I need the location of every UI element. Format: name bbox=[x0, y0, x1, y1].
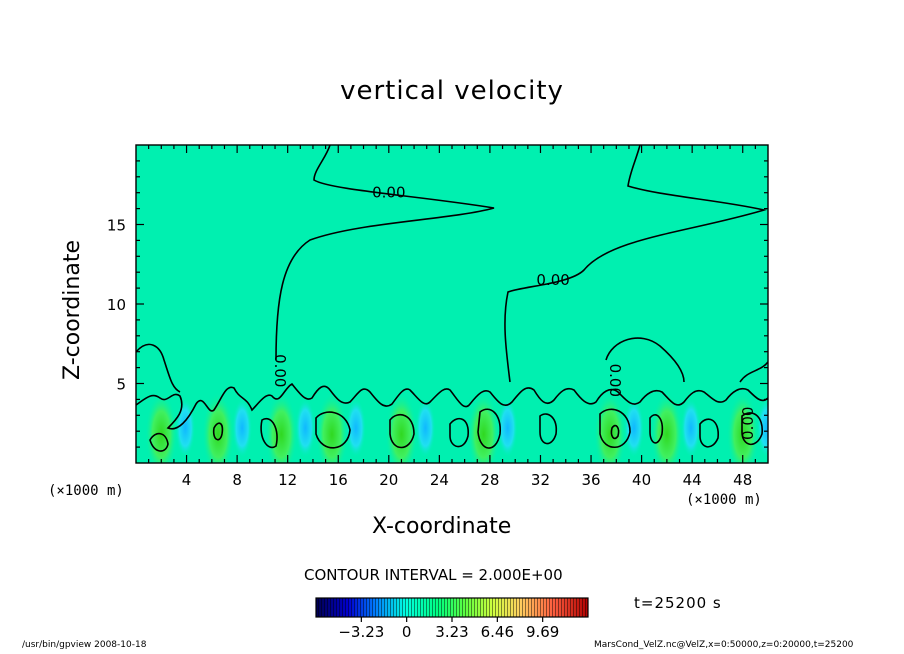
contour-closed-8 bbox=[539, 413, 558, 445]
x-tick-label: 28 bbox=[480, 471, 499, 489]
x-tick-label: 16 bbox=[329, 471, 348, 489]
contour-line-mid-right bbox=[605, 337, 685, 383]
y-axis-label-text: Z-coordinate bbox=[60, 240, 85, 380]
y-tick-label: 5 bbox=[116, 376, 126, 394]
x-tick-label: 36 bbox=[581, 471, 600, 489]
contour-closed-11 bbox=[649, 414, 664, 444]
colorbar-tick-label: 3.23 bbox=[435, 623, 468, 641]
time-label: t=25200 s bbox=[634, 594, 722, 612]
contour-line-right-edge bbox=[739, 361, 768, 383]
downdraft-cell bbox=[232, 398, 253, 459]
colorbar-tick-label: 9.69 bbox=[526, 623, 559, 641]
contour-label: 0.00 bbox=[271, 354, 289, 387]
contour-label: 0.00 bbox=[606, 364, 624, 397]
contour-closed-3 bbox=[260, 417, 278, 449]
contour-closed-12 bbox=[699, 418, 719, 448]
x-tick-label: 44 bbox=[683, 471, 702, 489]
contour-closed-5 bbox=[389, 413, 415, 449]
contour-line-upper-left bbox=[275, 145, 495, 361]
contour-lines bbox=[136, 145, 768, 452]
contour-interval-label: CONTOUR INTERVAL = 2.000E+00 bbox=[304, 566, 563, 584]
x-tick-label: 32 bbox=[531, 471, 550, 489]
y-tick-label: 10 bbox=[107, 296, 126, 314]
contour-closed-4 bbox=[315, 411, 351, 449]
updraft-cell bbox=[467, 392, 500, 463]
downdraft-cell bbox=[295, 398, 316, 459]
downdraft-cell bbox=[756, 398, 768, 459]
contour-closed-10 bbox=[610, 424, 620, 440]
colorbar-stripes bbox=[316, 598, 588, 617]
contour-line-left-edge bbox=[136, 343, 181, 393]
contour-line-upper-right bbox=[504, 145, 768, 383]
x-axis-unit-left: (×1000 m) bbox=[48, 483, 124, 499]
x-tick-label: 48 bbox=[733, 471, 752, 489]
updraft-cell bbox=[145, 392, 178, 463]
contour-label: 0.00 bbox=[739, 407, 757, 440]
x-tick-label: 40 bbox=[632, 471, 651, 489]
colorbar-tick-label: 6.46 bbox=[481, 623, 514, 641]
updraft-cell bbox=[385, 392, 418, 463]
x-axis-label: X-coordinate bbox=[372, 514, 512, 539]
footer-command: /usr/bin/gpview 2008-10-18 bbox=[22, 640, 147, 650]
downdraft-cell bbox=[175, 398, 196, 459]
contour-line-boundary bbox=[136, 382, 768, 430]
updraft-cell bbox=[265, 392, 298, 463]
downdraft-cell bbox=[624, 398, 644, 459]
chart-title: vertical velocity bbox=[340, 76, 564, 106]
x-axis-unit-right: (×1000 m) bbox=[686, 492, 762, 508]
contour-label: 0.00 bbox=[372, 183, 405, 201]
x-tick-label: 8 bbox=[232, 471, 242, 489]
downdraft-cell bbox=[497, 398, 518, 459]
y-tick-label: 15 bbox=[107, 217, 126, 235]
colorbar-tick-label: −3.23 bbox=[338, 623, 384, 641]
x-tick-label: 4 bbox=[182, 471, 192, 489]
contour-closed-13 bbox=[741, 412, 763, 446]
downdraft-cell bbox=[345, 398, 366, 459]
contour-closed-2 bbox=[212, 422, 224, 441]
x-tick-label: 20 bbox=[379, 471, 398, 489]
contour-closed-9 bbox=[599, 408, 631, 449]
x-tick-label: 24 bbox=[430, 471, 449, 489]
colorbar: −3.23 0 3.23 6.46 9.69 bbox=[315, 597, 589, 641]
colorbar-tick-label: 0 bbox=[402, 623, 412, 641]
downdraft-cell bbox=[415, 398, 436, 459]
updraft-cell bbox=[202, 392, 235, 463]
contour-closed-7 bbox=[477, 408, 501, 449]
footer-source: MarsCond_VelZ.nc@VelZ,x=0:50000,z=0:2000… bbox=[594, 640, 854, 650]
contour-closed-6 bbox=[449, 417, 469, 448]
downdraft-cell bbox=[680, 398, 701, 459]
contour-label: 0.00 bbox=[536, 271, 569, 289]
updraft-cell bbox=[650, 392, 683, 463]
updraft-cell bbox=[594, 392, 626, 463]
updraft-cell bbox=[315, 392, 348, 463]
contour-closed-1 bbox=[149, 432, 169, 452]
x-tick-label: 12 bbox=[278, 471, 297, 489]
